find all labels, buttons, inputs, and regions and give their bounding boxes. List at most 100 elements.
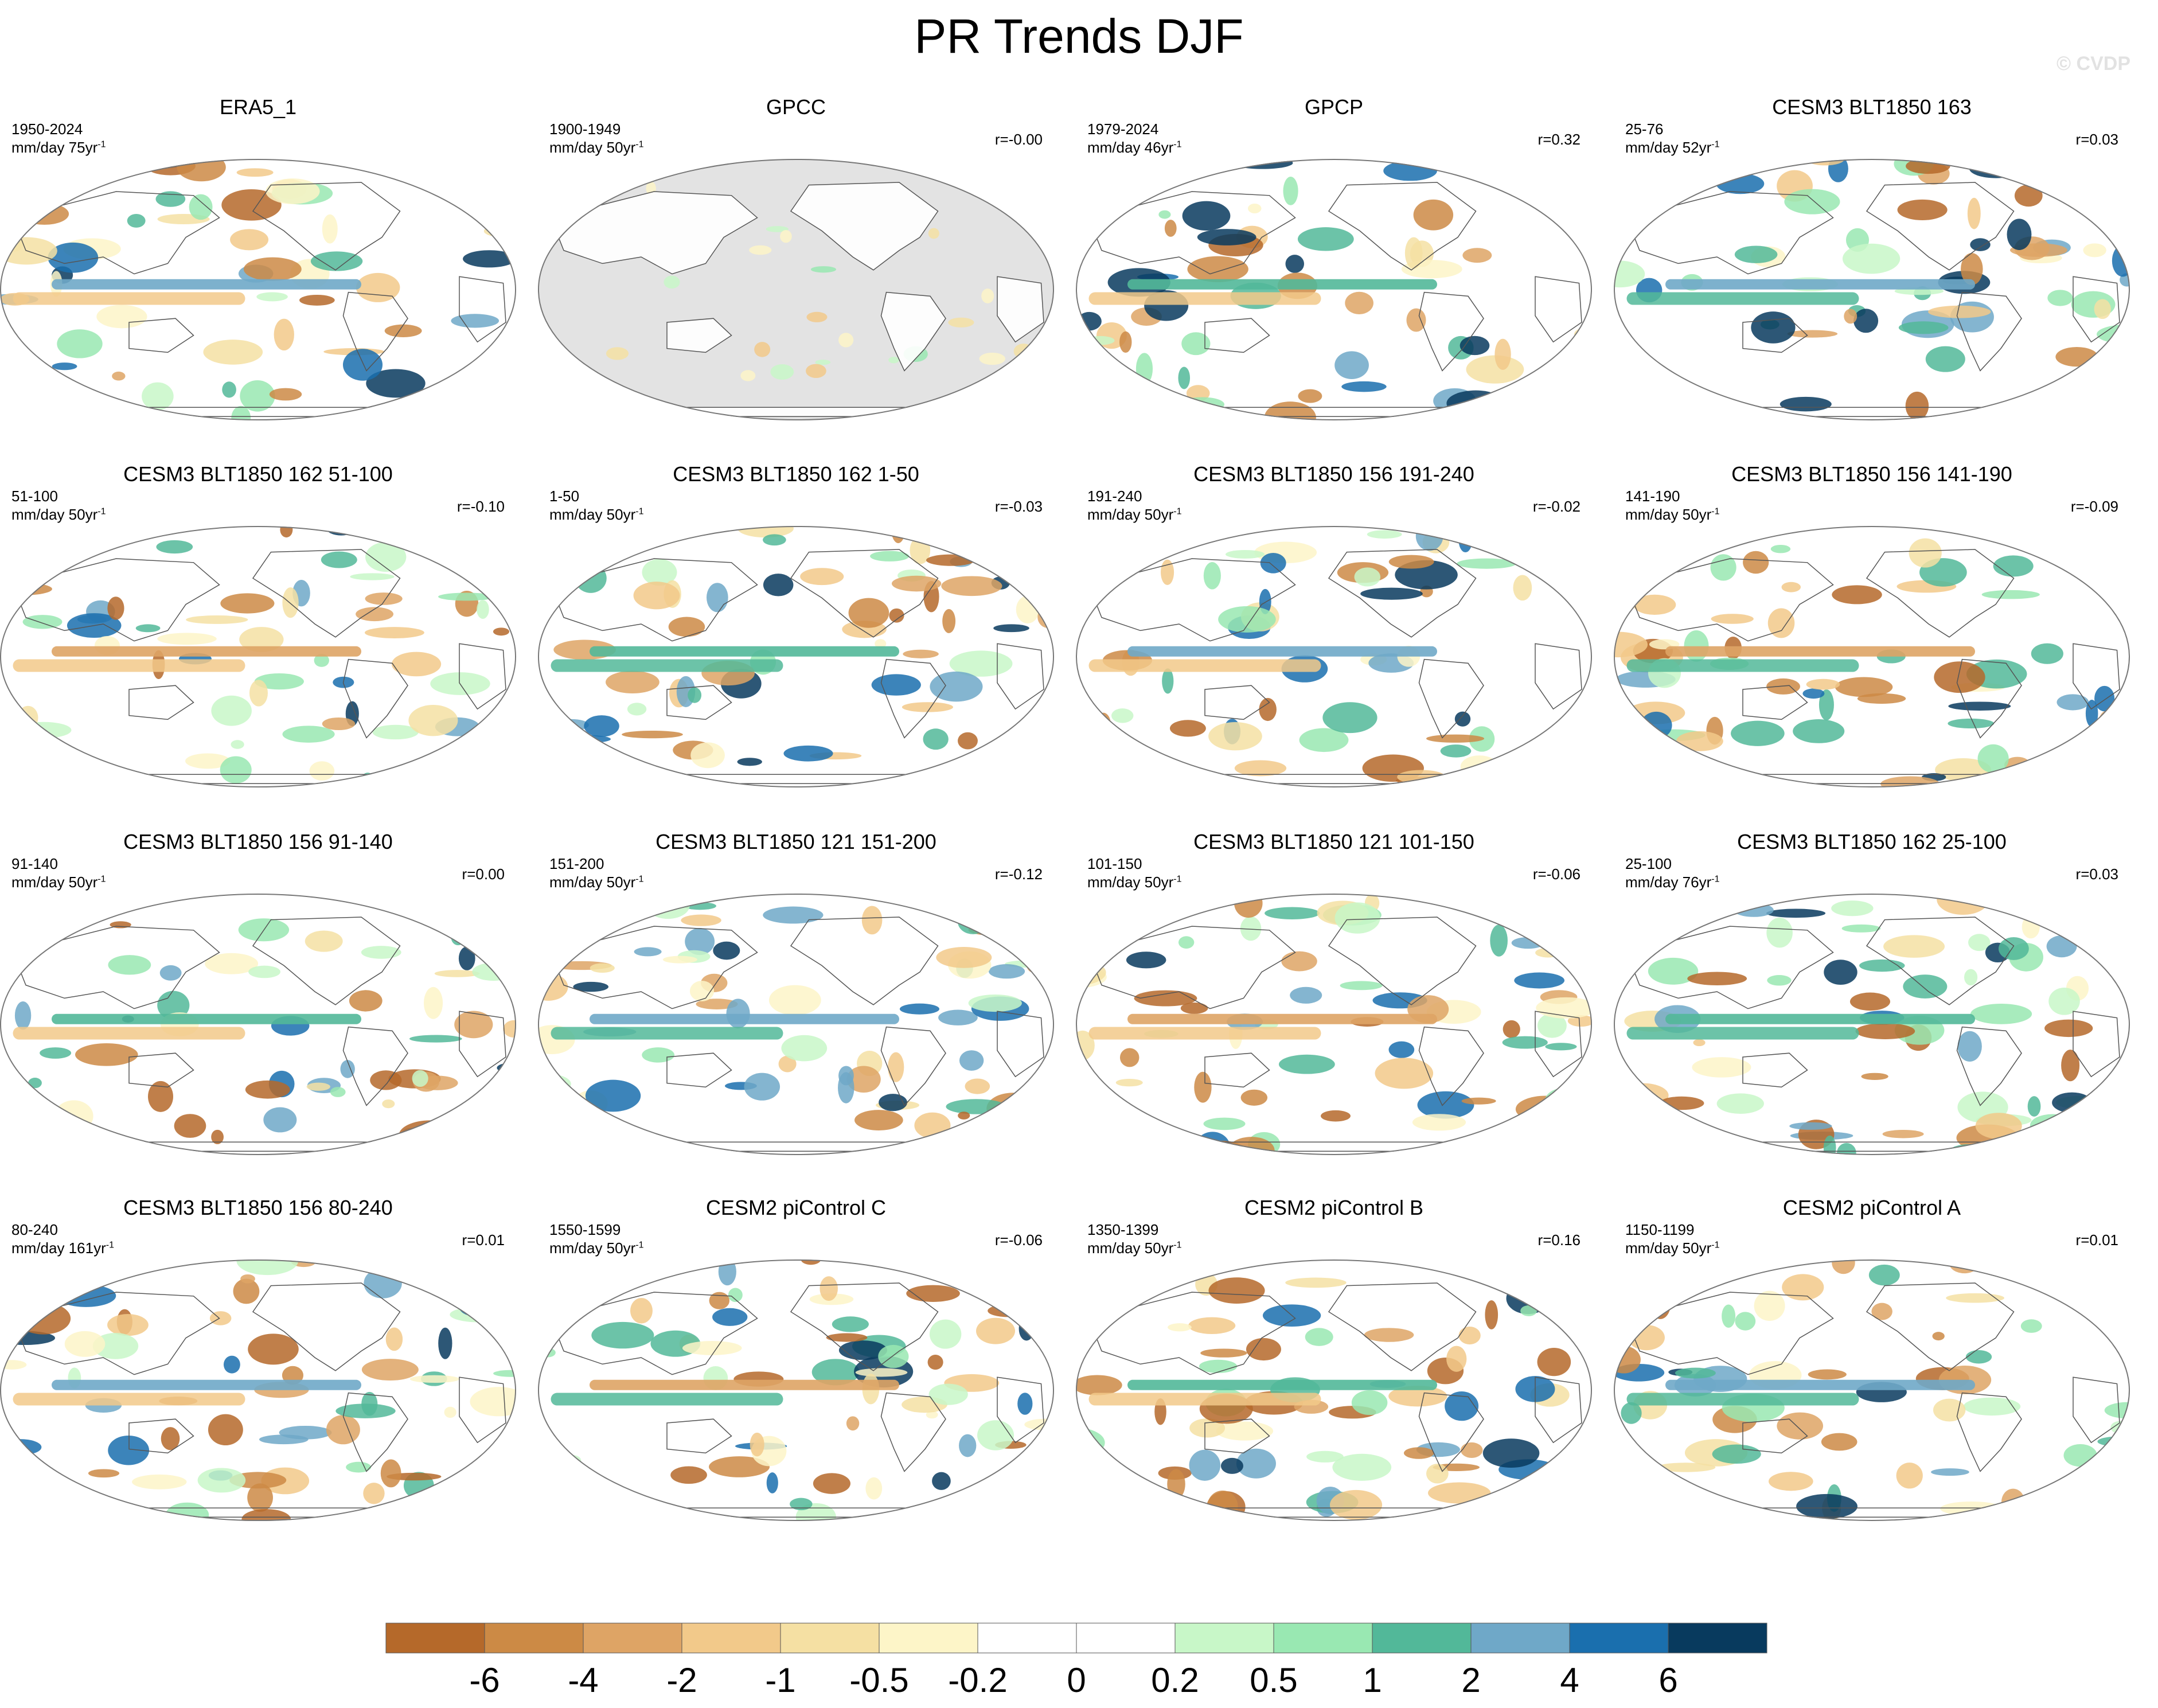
- trend-patch: [489, 1298, 516, 1310]
- panel-title: CESM3 BLT1850 156 191-240: [1193, 462, 1474, 486]
- trend-patch: [1905, 391, 1929, 420]
- trend-patch: [1283, 177, 1298, 205]
- trend-patch: [1949, 1259, 1980, 1274]
- trend-patch: [1388, 555, 1434, 569]
- trend-patch: [1494, 338, 1511, 370]
- trend-patch: [380, 1459, 401, 1488]
- trend-patch: [444, 1507, 490, 1521]
- trend-patch: [504, 1449, 516, 1477]
- trend-patch: [159, 965, 182, 981]
- trend-patch: [1354, 567, 1381, 587]
- colorbar-swatch: [1273, 1623, 1373, 1654]
- trend-patch: [1940, 1501, 2003, 1516]
- trend-patch: [1673, 394, 1721, 420]
- trend-patch: [938, 1009, 978, 1025]
- trend-patch: [1628, 1325, 1665, 1351]
- map-panel: CESM3 BLT1850 156 141-190 141-190 mm/day 5…: [1614, 459, 2130, 797]
- trend-patch: [754, 342, 771, 357]
- robinson-map: [0, 526, 516, 787]
- trend-patch: [1503, 1020, 1520, 1038]
- panel-units-exponent: -1: [1711, 506, 1720, 517]
- panel-units-text: mm/day 75yr: [11, 139, 98, 156]
- trend-patch: [1207, 1490, 1238, 1521]
- trend-patch: [1967, 197, 1981, 229]
- map-border: [1076, 526, 1592, 787]
- panel-units: mm/day 50yr-1: [11, 874, 106, 891]
- trend-patch: [263, 1107, 297, 1133]
- trend-patch: [1780, 396, 1832, 412]
- trend-patch: [132, 1474, 187, 1489]
- trend-patch: [2090, 205, 2130, 217]
- trend-patch: [1925, 346, 1965, 372]
- coastline: [1956, 291, 2022, 372]
- coastline: [1866, 182, 2015, 271]
- panel-units-text: mm/day 50yr: [1087, 874, 1174, 891]
- trend-patch: [1932, 1332, 1945, 1341]
- panel-title: CESM3 BLT1850 162 1-50: [673, 462, 919, 486]
- trend-patch: [1614, 631, 1648, 658]
- trend-patch: [29, 173, 57, 181]
- trend-patch: [23, 159, 70, 183]
- trend-patch: [1134, 774, 1183, 787]
- trend-patch: [1933, 1398, 1966, 1422]
- trend-patch: [668, 617, 705, 637]
- trend-patch: [838, 333, 854, 348]
- trend-patch: [1482, 1438, 1540, 1468]
- trend-patch: [1781, 582, 1801, 592]
- trend-patch: [1515, 1095, 1576, 1123]
- trend-patch: [24, 381, 57, 396]
- trend-patch: [763, 574, 794, 596]
- coastline: [1866, 917, 2015, 1005]
- trend-patch: [936, 947, 992, 968]
- trend-patch: [1632, 159, 1656, 182]
- trend-patch: [108, 1435, 150, 1465]
- trend-patch: [1375, 1058, 1434, 1089]
- coastline: [342, 1392, 408, 1472]
- trend-patch: [811, 1359, 860, 1386]
- trend-patch: [1620, 947, 1646, 960]
- trend-patch: [1298, 389, 1322, 403]
- colorbar-tick-label: -0.2: [948, 1661, 1007, 1699]
- map-panel: ERA5_1 1950-2024 mm/day 75yr-1: [0, 92, 516, 430]
- trend-patch: [1556, 910, 1592, 933]
- trend-patch: [342, 349, 383, 381]
- trend-patch: [384, 324, 422, 337]
- trend-patch: [0, 1509, 26, 1518]
- robinson-map: [1076, 894, 1592, 1155]
- itcz-trend-band: [1665, 646, 1975, 657]
- trend-patch: [1961, 253, 1983, 286]
- trend-patch: [494, 932, 512, 950]
- robinson-map: [1614, 894, 2130, 1155]
- panel-title: CESM2 piControl B: [1244, 1196, 1424, 1219]
- trend-patch: [52, 362, 77, 371]
- trend-patch: [1180, 397, 1225, 412]
- trend-patch: [1083, 1286, 1096, 1297]
- coastline: [342, 1026, 408, 1106]
- trend-patch: [1577, 1430, 1592, 1450]
- itcz-trend-band: [1127, 646, 1437, 657]
- trend-patch: [2078, 1259, 2103, 1281]
- trend-patch: [590, 963, 615, 973]
- trend-patch: [1640, 711, 1672, 739]
- trend-patch: [846, 1066, 881, 1093]
- panel-correlation: r=0.01: [462, 1231, 505, 1249]
- itcz-trend-band: [1665, 1013, 1975, 1024]
- trend-patch: [205, 953, 259, 974]
- trend-patch: [1029, 1444, 1048, 1464]
- trend-patch: [988, 1508, 1023, 1521]
- panel-correlation: r=-0.09: [2070, 498, 2118, 515]
- panel-units: mm/day 50yr-1: [1087, 874, 1182, 891]
- trend-patch: [1565, 757, 1592, 765]
- trend-patch: [1716, 1093, 1764, 1114]
- trend-patch: [1673, 1259, 1699, 1282]
- trend-patch: [627, 703, 647, 716]
- trend-patch: [1712, 1444, 1761, 1464]
- trend-patch: [1417, 1091, 1474, 1119]
- panel-title: CESM3 BLT1850 163: [1772, 95, 1972, 119]
- trend-patch: [713, 941, 740, 960]
- trend-patch: [1946, 1293, 2004, 1303]
- panel-title: CESM3 BLT1850 156 91-140: [123, 830, 393, 853]
- colorbar-tick-label: -0.5: [849, 1661, 908, 1699]
- map-panel: GPCC 1900-1949 mm/day 50yr-1 r=-0.00: [538, 92, 1054, 430]
- trend-patch: [1796, 1493, 1857, 1519]
